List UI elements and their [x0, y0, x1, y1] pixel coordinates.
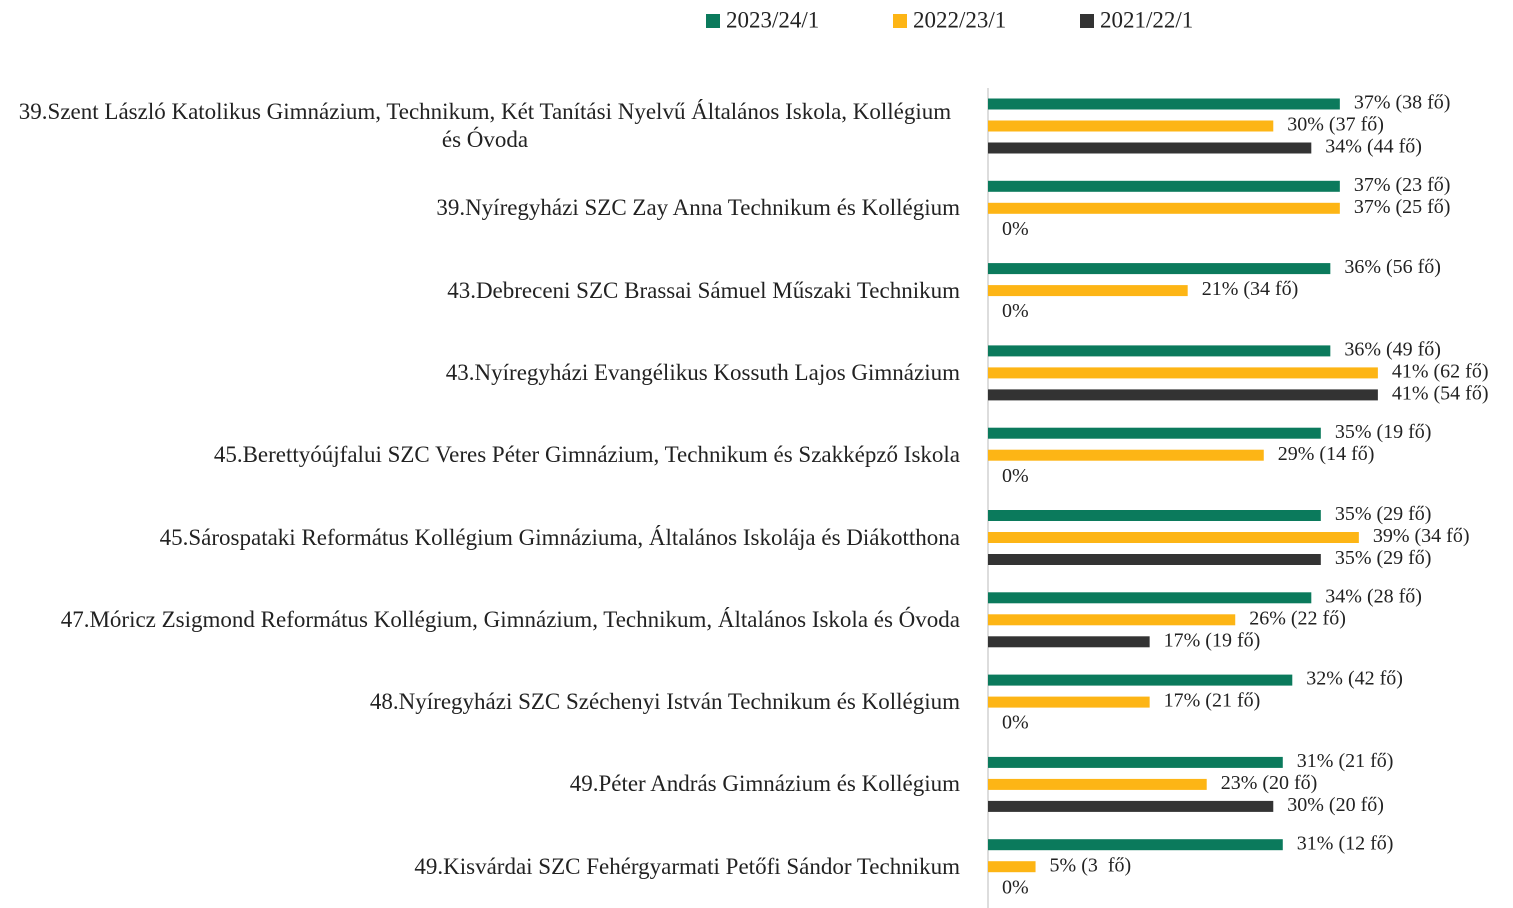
value-label: 17% (19 fő): [1164, 629, 1261, 651]
legend-swatch: [706, 14, 720, 28]
bar: [988, 800, 1274, 812]
bar: [988, 98, 1340, 110]
legend-swatch: [1080, 14, 1094, 28]
legend-label: 2021/22/1: [1100, 7, 1193, 32]
value-label: 36% (56 fő): [1344, 256, 1441, 278]
bar: [988, 427, 1321, 439]
value-label: 30% (37 fő): [1287, 114, 1384, 136]
category-label: 49.Kisvárdai SZC Fehérgyarmati Petőfi Sá…: [0, 826, 960, 908]
value-label: 0%: [1002, 876, 1029, 898]
value-label: 23% (20 fő): [1221, 772, 1318, 794]
value-label: 34% (28 fő): [1325, 585, 1422, 607]
value-label: 32% (42 fő): [1306, 668, 1403, 690]
category-text: 43.Debreceni SZC Brassai Sámuel Műszaki …: [447, 277, 960, 303]
value-label: 37% (38 fő): [1354, 92, 1451, 114]
value-label: 34% (44 fő): [1325, 136, 1422, 158]
category-label: 47.Móricz Zsigmond Református Kollégium,…: [0, 579, 960, 661]
value-label: 41% (62 fő): [1392, 360, 1489, 382]
bar: [988, 554, 1321, 565]
bar: [988, 592, 1312, 604]
bar: [988, 674, 1293, 686]
bar: [988, 120, 1274, 132]
category-text: 49.Péter András Gimnázium és Kollégium: [569, 771, 960, 797]
bar: [988, 389, 1378, 401]
bar: [988, 180, 1340, 192]
bar: [988, 696, 1150, 708]
bar: [988, 839, 1283, 851]
value-label: 21% (34 fő): [1202, 278, 1299, 300]
value-label: 17% (21 fő): [1164, 690, 1261, 712]
category-label: 43.Debreceni SZC Brassai Sámuel Műszaki …: [0, 250, 960, 332]
value-label: 37% (25 fő): [1354, 196, 1451, 218]
value-label: 37% (23 fő): [1354, 174, 1451, 196]
bar: [988, 756, 1283, 768]
category-label: 39.Nyíregyházi SZC Zay Anna Technikum és…: [0, 167, 960, 249]
value-label: 41% (54 fő): [1392, 382, 1489, 404]
category-text: 45.Berettyóújfalui SZC Veres Péter Gimná…: [213, 442, 960, 468]
category-text: 45.Sárospataki Református Kollégium Gimn…: [159, 524, 960, 550]
bar: [988, 263, 1331, 275]
category-label: 48.Nyíregyházi SZC Széchenyi István Tech…: [0, 661, 960, 743]
value-label: 35% (19 fő): [1335, 421, 1432, 443]
value-label: 0%: [1002, 712, 1029, 734]
bar: [988, 449, 1264, 461]
value-label: 0%: [1002, 218, 1029, 240]
bar: [988, 142, 1312, 154]
category-label: 45.Sárospataki Református Kollégium Gimn…: [0, 497, 960, 579]
bar: [988, 510, 1321, 521]
bar: [988, 285, 1188, 297]
category-text: 48.Nyíregyházi SZC Széchenyi István Tech…: [369, 689, 960, 715]
category-text: 43.Nyíregyházi Evangélikus Kossuth Lajos…: [445, 359, 960, 385]
value-label: 29% (14 fő): [1278, 443, 1375, 465]
value-label: 31% (21 fő): [1297, 750, 1394, 772]
bar: [988, 614, 1236, 626]
legend-label: 2023/24/1: [726, 7, 819, 32]
value-label: 31% (12 fő): [1297, 832, 1394, 854]
bar: [988, 202, 1340, 214]
value-label: 5% (3 fő): [1050, 854, 1132, 876]
value-label: 26% (22 fő): [1249, 607, 1346, 629]
bar: [988, 636, 1150, 648]
value-label: 0%: [1002, 465, 1029, 487]
category-label: 39.Szent László Katolikus Gimnázium, Tec…: [0, 85, 960, 167]
legend-label: 2022/23/1: [913, 7, 1006, 32]
legend-swatch: [893, 14, 907, 28]
value-label: 36% (49 fő): [1344, 338, 1441, 360]
value-label: 35% (29 fő): [1335, 547, 1432, 569]
value-label: 35% (29 fő): [1335, 503, 1432, 525]
category-label: 49.Péter András Gimnázium és Kollégium: [0, 743, 960, 825]
category-text: 49.Kisvárdai SZC Fehérgyarmati Petőfi Sá…: [414, 853, 960, 879]
value-label: 30% (20 fő): [1287, 794, 1384, 816]
bar: [988, 367, 1378, 379]
category-text: 39.Nyíregyházi SZC Zay Anna Technikum és…: [436, 195, 960, 221]
bar: [988, 345, 1331, 357]
bar: [988, 778, 1207, 790]
category-label: 43.Nyíregyházi Evangélikus Kossuth Lajos…: [0, 332, 960, 414]
category-text: 39.Szent László Katolikus Gimnázium, Tec…: [18, 99, 952, 152]
bar: [988, 532, 1359, 543]
value-label: 39% (34 fő): [1373, 525, 1470, 547]
bar: [988, 861, 1036, 873]
category-label: 45.Berettyóújfalui SZC Veres Péter Gimná…: [0, 414, 960, 496]
category-text: 47.Móricz Zsigmond Református Kollégium,…: [60, 606, 960, 632]
value-label: 0%: [1002, 300, 1029, 322]
